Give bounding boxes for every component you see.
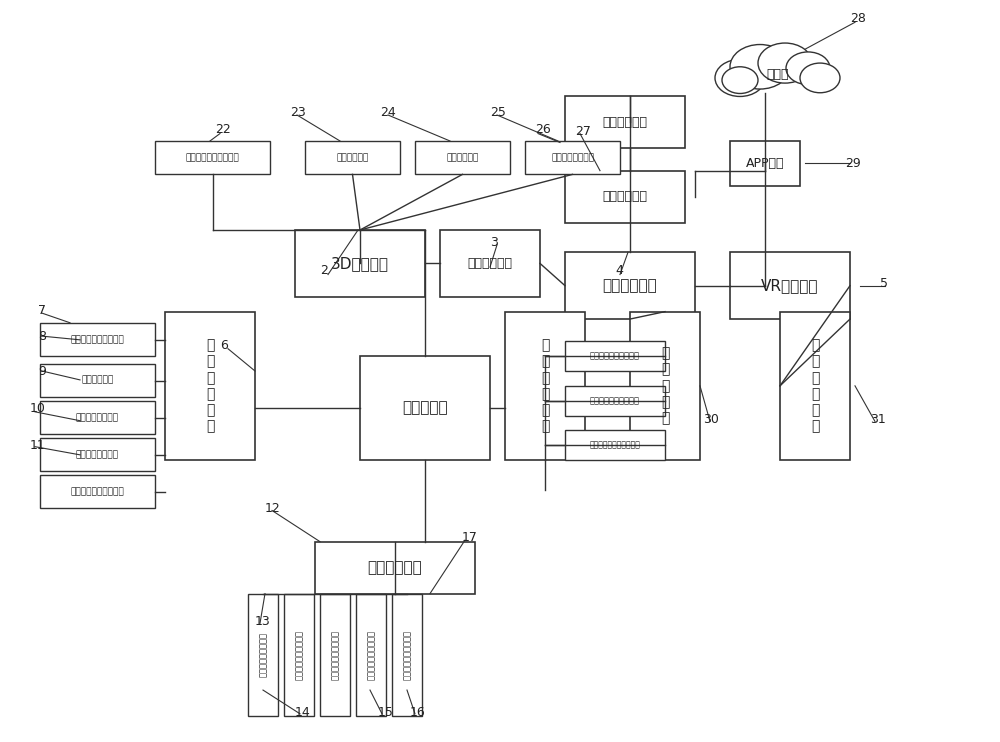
FancyBboxPatch shape bbox=[165, 312, 255, 460]
Text: 云平台: 云平台 bbox=[767, 68, 789, 81]
FancyBboxPatch shape bbox=[40, 438, 155, 471]
Text: 6: 6 bbox=[220, 338, 228, 352]
FancyBboxPatch shape bbox=[565, 386, 665, 416]
FancyBboxPatch shape bbox=[780, 312, 850, 460]
Text: 报警设备参数监控系统: 报警设备参数监控系统 bbox=[366, 630, 376, 680]
Text: 10: 10 bbox=[30, 401, 46, 415]
Text: 28: 28 bbox=[850, 12, 866, 25]
FancyBboxPatch shape bbox=[565, 171, 685, 223]
FancyBboxPatch shape bbox=[284, 594, 314, 716]
FancyBboxPatch shape bbox=[305, 141, 400, 174]
FancyBboxPatch shape bbox=[525, 141, 620, 174]
Text: 电气控制系统: 电气控制系统 bbox=[368, 560, 422, 575]
FancyBboxPatch shape bbox=[440, 230, 540, 297]
Text: 22: 22 bbox=[215, 123, 231, 137]
Text: 30: 30 bbox=[703, 413, 719, 426]
FancyBboxPatch shape bbox=[40, 401, 155, 434]
Text: 8: 8 bbox=[38, 329, 46, 343]
Text: 27: 27 bbox=[575, 125, 591, 138]
Circle shape bbox=[758, 43, 812, 83]
FancyBboxPatch shape bbox=[356, 594, 386, 716]
Text: 虚拟架构平台: 虚拟架构平台 bbox=[603, 278, 657, 293]
Text: 31: 31 bbox=[870, 413, 886, 426]
Text: 11: 11 bbox=[30, 439, 46, 452]
FancyBboxPatch shape bbox=[155, 141, 270, 174]
Text: 16: 16 bbox=[410, 706, 426, 719]
Text: 设备统一告警模块: 设备统一告警模块 bbox=[76, 450, 119, 459]
Text: 3D仿真系统: 3D仿真系统 bbox=[331, 256, 389, 271]
FancyBboxPatch shape bbox=[730, 252, 850, 319]
Circle shape bbox=[800, 63, 840, 93]
Text: 电气管线数据采集系统: 电气管线数据采集系统 bbox=[402, 630, 412, 680]
FancyBboxPatch shape bbox=[630, 312, 700, 460]
Text: APP终端: APP终端 bbox=[746, 157, 784, 170]
Text: 17: 17 bbox=[462, 531, 478, 545]
Text: 消防监控模块: 消防监控模块 bbox=[81, 375, 114, 385]
Text: 3: 3 bbox=[490, 236, 498, 249]
FancyBboxPatch shape bbox=[392, 594, 422, 716]
FancyBboxPatch shape bbox=[320, 594, 350, 716]
Text: 三维建模系统: 三维建模系统 bbox=[468, 257, 512, 270]
Text: 电气设备播放管理模块: 电气设备播放管理模块 bbox=[590, 396, 640, 405]
FancyBboxPatch shape bbox=[565, 430, 665, 460]
FancyBboxPatch shape bbox=[565, 96, 685, 148]
Text: 构造识别模块: 构造识别模块 bbox=[336, 153, 369, 162]
Text: 后
台
服
务
器: 后 台 服 务 器 bbox=[661, 347, 669, 425]
Text: 29: 29 bbox=[845, 157, 861, 170]
Text: VR展示系统: VR展示系统 bbox=[761, 278, 819, 293]
Text: 空
间
管
理
系
统: 空 间 管 理 系 统 bbox=[541, 338, 549, 433]
Text: 14: 14 bbox=[295, 706, 311, 719]
Circle shape bbox=[715, 59, 765, 96]
Text: 13: 13 bbox=[255, 614, 271, 628]
FancyBboxPatch shape bbox=[315, 542, 475, 594]
FancyBboxPatch shape bbox=[565, 252, 695, 319]
Text: 5: 5 bbox=[880, 277, 888, 290]
FancyBboxPatch shape bbox=[730, 141, 800, 186]
Text: 15: 15 bbox=[378, 706, 394, 719]
FancyBboxPatch shape bbox=[40, 475, 155, 508]
Text: 现场图像特征提取模块: 现场图像特征提取模块 bbox=[186, 153, 239, 162]
Text: 12: 12 bbox=[265, 502, 281, 515]
Text: 人为可操作空间占比计算: 人为可操作空间占比计算 bbox=[590, 441, 640, 450]
FancyBboxPatch shape bbox=[360, 356, 490, 460]
Text: 4: 4 bbox=[615, 264, 623, 278]
Text: 电气设备数量统计模块: 电气设备数量统计模块 bbox=[590, 352, 640, 361]
FancyBboxPatch shape bbox=[505, 312, 585, 460]
Text: 空调运行参数监控模块: 空调运行参数监控模块 bbox=[294, 630, 304, 680]
FancyBboxPatch shape bbox=[248, 594, 278, 716]
Text: 7: 7 bbox=[38, 303, 46, 317]
Text: 室外环境因素采集模块: 室外环境因素采集模块 bbox=[71, 487, 124, 496]
FancyBboxPatch shape bbox=[40, 323, 155, 356]
Text: 24: 24 bbox=[380, 106, 396, 119]
Text: 人
机
交
互
单
元: 人 机 交 互 单 元 bbox=[811, 338, 819, 433]
FancyBboxPatch shape bbox=[295, 230, 425, 297]
Text: 环境参数监控模块: 环境参数监控模块 bbox=[76, 413, 119, 422]
Text: 2: 2 bbox=[320, 264, 328, 278]
FancyBboxPatch shape bbox=[565, 341, 665, 371]
Circle shape bbox=[730, 45, 790, 89]
Text: 中央处理器: 中央处理器 bbox=[402, 401, 448, 416]
Text: 视觉管理模块: 视觉管理模块 bbox=[446, 153, 479, 162]
Text: 无线通信模块: 无线通信模块 bbox=[602, 116, 648, 129]
Text: 维修设备参数监控系统: 维修设备参数监控系统 bbox=[330, 630, 340, 680]
Circle shape bbox=[722, 67, 758, 93]
Text: 安
防
控
制
系
统: 安 防 控 制 系 统 bbox=[206, 338, 214, 433]
Text: 数据传输模块: 数据传输模块 bbox=[602, 190, 648, 203]
Text: 26: 26 bbox=[535, 123, 551, 137]
FancyBboxPatch shape bbox=[40, 364, 155, 397]
Text: 门禁进出信息传输模块: 门禁进出信息传输模块 bbox=[71, 335, 124, 344]
Text: 23: 23 bbox=[290, 106, 306, 119]
Text: 9: 9 bbox=[38, 364, 46, 378]
Circle shape bbox=[786, 52, 830, 85]
Text: 配电柜参数监控模块: 配电柜参数监控模块 bbox=[258, 632, 268, 677]
FancyBboxPatch shape bbox=[415, 141, 510, 174]
Text: 数据图像生成模块: 数据图像生成模块 bbox=[551, 153, 594, 162]
Text: 25: 25 bbox=[490, 106, 506, 119]
